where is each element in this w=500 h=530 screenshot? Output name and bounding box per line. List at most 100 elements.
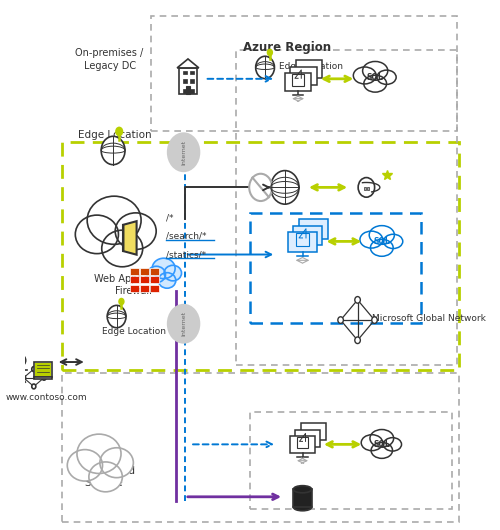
Bar bbox=[36, 363, 51, 376]
Text: /*: /* bbox=[166, 213, 173, 222]
Text: Edge Location: Edge Location bbox=[78, 130, 151, 140]
FancyBboxPatch shape bbox=[285, 73, 312, 91]
Circle shape bbox=[107, 305, 126, 328]
Bar bbox=[34, 377, 52, 379]
Ellipse shape bbox=[100, 448, 134, 478]
Ellipse shape bbox=[354, 67, 376, 84]
Bar bbox=[364, 188, 366, 190]
Circle shape bbox=[271, 171, 299, 204]
Circle shape bbox=[372, 317, 378, 323]
Text: Internet: Internet bbox=[181, 140, 186, 165]
Ellipse shape bbox=[362, 61, 388, 80]
Circle shape bbox=[355, 337, 360, 343]
Bar bbox=[184, 89, 187, 93]
Text: SQL: SQL bbox=[374, 440, 390, 449]
Bar bbox=[130, 268, 138, 275]
Bar bbox=[184, 70, 187, 74]
Circle shape bbox=[118, 298, 124, 305]
Ellipse shape bbox=[164, 266, 182, 281]
Bar bbox=[150, 268, 159, 275]
FancyBboxPatch shape bbox=[294, 489, 312, 507]
FancyBboxPatch shape bbox=[290, 436, 315, 453]
Circle shape bbox=[101, 136, 125, 165]
Ellipse shape bbox=[89, 462, 122, 492]
Bar bbox=[190, 80, 194, 83]
FancyBboxPatch shape bbox=[301, 423, 326, 440]
Polygon shape bbox=[124, 221, 136, 255]
Bar bbox=[130, 276, 138, 283]
Ellipse shape bbox=[294, 504, 312, 511]
Bar bbox=[190, 70, 194, 74]
Ellipse shape bbox=[377, 70, 396, 84]
Ellipse shape bbox=[384, 438, 402, 451]
Bar bbox=[190, 89, 194, 93]
Polygon shape bbox=[177, 59, 199, 68]
Bar bbox=[179, 68, 197, 94]
Circle shape bbox=[32, 367, 36, 372]
Text: Other Cloud
Service: Other Cloud Service bbox=[72, 466, 135, 488]
Text: Web Application
Firewall: Web Application Firewall bbox=[94, 273, 174, 296]
Ellipse shape bbox=[115, 213, 156, 250]
FancyBboxPatch shape bbox=[299, 219, 328, 238]
Text: Edge Location: Edge Location bbox=[278, 62, 342, 71]
Ellipse shape bbox=[76, 215, 118, 254]
Ellipse shape bbox=[147, 266, 166, 282]
Circle shape bbox=[17, 355, 25, 366]
FancyBboxPatch shape bbox=[288, 232, 317, 252]
Circle shape bbox=[32, 384, 36, 389]
Circle shape bbox=[256, 56, 274, 78]
Text: /search/*: /search/* bbox=[166, 232, 206, 241]
FancyBboxPatch shape bbox=[292, 74, 304, 86]
Bar bbox=[184, 80, 187, 83]
Ellipse shape bbox=[369, 226, 394, 244]
Ellipse shape bbox=[68, 449, 102, 481]
Text: On-premises /
Legacy DC: On-premises / Legacy DC bbox=[76, 48, 144, 70]
Text: /statics/*: /statics/* bbox=[166, 250, 206, 259]
FancyBboxPatch shape bbox=[294, 226, 322, 245]
Ellipse shape bbox=[370, 429, 394, 447]
Ellipse shape bbox=[360, 231, 382, 248]
Ellipse shape bbox=[102, 230, 142, 267]
Bar bbox=[150, 285, 159, 292]
FancyBboxPatch shape bbox=[296, 233, 310, 246]
Text: Azure Region: Azure Region bbox=[243, 41, 331, 55]
Bar bbox=[367, 188, 369, 190]
Ellipse shape bbox=[152, 258, 175, 279]
Bar bbox=[140, 285, 149, 292]
Circle shape bbox=[358, 178, 374, 197]
Circle shape bbox=[266, 49, 273, 56]
Circle shape bbox=[338, 317, 344, 323]
Text: Edge Location: Edge Location bbox=[102, 326, 166, 335]
Bar bbox=[140, 268, 149, 275]
Ellipse shape bbox=[87, 196, 141, 244]
Ellipse shape bbox=[371, 443, 392, 458]
FancyBboxPatch shape bbox=[296, 60, 322, 78]
Text: Microsoft Global Network: Microsoft Global Network bbox=[372, 314, 486, 323]
Circle shape bbox=[249, 174, 272, 201]
Ellipse shape bbox=[77, 434, 121, 473]
Circle shape bbox=[167, 132, 200, 172]
FancyBboxPatch shape bbox=[296, 437, 308, 448]
Text: SQL: SQL bbox=[367, 73, 384, 82]
Text: SQL: SQL bbox=[374, 237, 390, 246]
Circle shape bbox=[22, 375, 26, 380]
Bar bbox=[140, 276, 149, 283]
Circle shape bbox=[42, 375, 46, 380]
Text: Internet: Internet bbox=[181, 311, 186, 337]
Ellipse shape bbox=[294, 485, 312, 493]
Ellipse shape bbox=[370, 240, 393, 257]
Ellipse shape bbox=[158, 272, 176, 288]
FancyBboxPatch shape bbox=[295, 430, 320, 447]
Text: www.contoso.com: www.contoso.com bbox=[6, 393, 87, 402]
Bar bbox=[150, 276, 159, 283]
Circle shape bbox=[167, 304, 200, 343]
Bar bbox=[186, 86, 190, 94]
Ellipse shape bbox=[384, 234, 403, 249]
Bar bbox=[130, 285, 138, 292]
Circle shape bbox=[115, 127, 124, 136]
FancyBboxPatch shape bbox=[290, 67, 316, 85]
Ellipse shape bbox=[361, 435, 382, 450]
Ellipse shape bbox=[364, 75, 386, 92]
Circle shape bbox=[355, 297, 360, 303]
Bar bbox=[34, 361, 52, 377]
